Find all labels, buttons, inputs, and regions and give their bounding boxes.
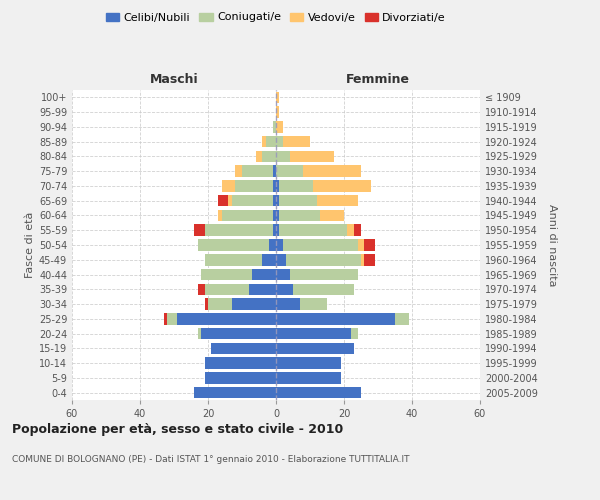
Bar [211,342,276,354]
Bar [276,195,280,206]
Bar [347,224,354,236]
Bar [280,180,313,192]
Bar [276,328,351,340]
Bar [358,239,364,251]
Bar [249,284,276,295]
Text: COMUNE DI BOLOGNANO (PE) - Dati ISTAT 1° gennaio 2010 - Elaborazione TUTTITALIA.: COMUNE DI BOLOGNANO (PE) - Dati ISTAT 1°… [12,455,409,464]
Bar [272,180,276,192]
Bar [276,387,361,398]
Bar [205,254,262,266]
Bar [198,284,205,295]
Bar [266,136,276,147]
Bar [232,195,272,206]
Bar [276,166,303,177]
Bar [364,254,374,266]
Bar [269,239,276,251]
Bar [221,180,235,192]
Bar [276,284,293,295]
Bar [283,239,358,251]
Bar [218,210,221,221]
Bar [290,269,358,280]
Bar [313,180,371,192]
Bar [351,328,358,340]
Bar [272,224,276,236]
Bar [395,313,409,324]
Bar [276,180,280,192]
Y-axis label: Fasce di età: Fasce di età [25,212,35,278]
Bar [276,106,280,118]
Bar [198,328,201,340]
Bar [276,224,280,236]
Bar [164,313,167,324]
Bar [280,210,320,221]
Bar [272,195,276,206]
Bar [232,298,276,310]
Bar [276,342,354,354]
Bar [205,358,276,369]
Bar [276,136,283,147]
Bar [276,92,280,103]
Text: Popolazione per età, sesso e stato civile - 2010: Popolazione per età, sesso e stato civil… [12,422,343,436]
Bar [272,121,276,132]
Text: Femmine: Femmine [346,72,410,86]
Text: Maschi: Maschi [149,72,199,86]
Bar [280,224,347,236]
Bar [262,150,276,162]
Bar [262,136,266,147]
Bar [317,195,358,206]
Bar [256,150,262,162]
Bar [262,254,276,266]
Bar [276,313,395,324]
Bar [280,195,317,206]
Bar [300,298,327,310]
Bar [293,284,354,295]
Bar [354,224,361,236]
Bar [286,254,361,266]
Bar [201,269,252,280]
Bar [320,210,344,221]
Bar [290,150,334,162]
Bar [272,210,276,221]
Bar [205,298,208,310]
Bar [235,166,242,177]
Bar [208,298,232,310]
Y-axis label: Anni di nascita: Anni di nascita [547,204,557,286]
Bar [276,372,341,384]
Bar [276,269,290,280]
Bar [235,180,272,192]
Bar [242,166,272,177]
Bar [272,166,276,177]
Bar [276,239,283,251]
Bar [276,358,341,369]
Bar [303,166,361,177]
Legend: Celibi/Nubili, Coniugati/e, Vedovi/e, Divorziati/e: Celibi/Nubili, Coniugati/e, Vedovi/e, Di… [101,8,451,27]
Bar [221,210,272,221]
Bar [361,254,364,266]
Bar [276,298,300,310]
Bar [252,269,276,280]
Bar [178,313,276,324]
Bar [205,224,272,236]
Bar [276,121,283,132]
Bar [229,195,232,206]
Bar [194,224,205,236]
Bar [198,239,269,251]
Bar [194,387,276,398]
Bar [276,150,290,162]
Bar [205,372,276,384]
Bar [276,254,286,266]
Bar [167,313,178,324]
Bar [205,284,249,295]
Bar [364,239,374,251]
Bar [276,210,280,221]
Bar [218,195,229,206]
Bar [201,328,276,340]
Bar [283,136,310,147]
